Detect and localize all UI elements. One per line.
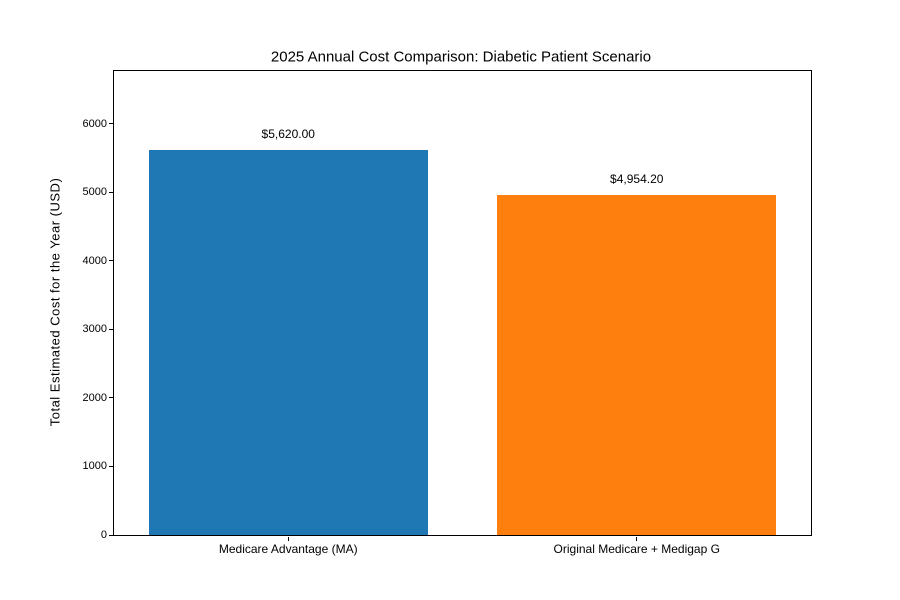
y-tick-mark xyxy=(109,191,113,193)
y-tick-mark xyxy=(109,123,113,125)
y-tick-label: 1000 xyxy=(82,460,107,473)
x-tick-label: Medicare Advantage (MA) xyxy=(218,542,358,556)
bar-2 xyxy=(497,195,777,535)
x-tick-mark xyxy=(636,537,638,541)
y-tick-label: 0 xyxy=(100,529,107,541)
y-tick-label: 2000 xyxy=(82,391,107,404)
y-tick-mark xyxy=(109,397,113,399)
y-tick-label: 5000 xyxy=(82,186,107,199)
y-tick-label: 6000 xyxy=(82,117,107,130)
y-axis-label: Total Estimated Cost for the Year (USD) xyxy=(47,177,63,427)
bar-value-label: $5,620.00 xyxy=(261,126,315,141)
y-tick-mark xyxy=(109,260,113,262)
y-tick-mark xyxy=(109,328,113,330)
y-tick-mark xyxy=(109,465,113,467)
bar-1 xyxy=(148,149,428,535)
bar-value-label: $4,954.20 xyxy=(610,172,664,187)
y-tick-label: 4000 xyxy=(82,254,107,267)
plot-area: 0 1000 2000 3000 4000 5000 6000 $5,620.00 Medica… xyxy=(83,70,812,556)
x-tick-mark xyxy=(287,537,289,541)
x-tick-label: Original Medicare + Medigap G xyxy=(553,542,720,556)
chart-title: 2025 Annual Cost Comparison: Diabetic Pa… xyxy=(270,48,652,66)
y-tick-label: 3000 xyxy=(82,323,107,336)
y-tick-mark xyxy=(109,534,113,536)
